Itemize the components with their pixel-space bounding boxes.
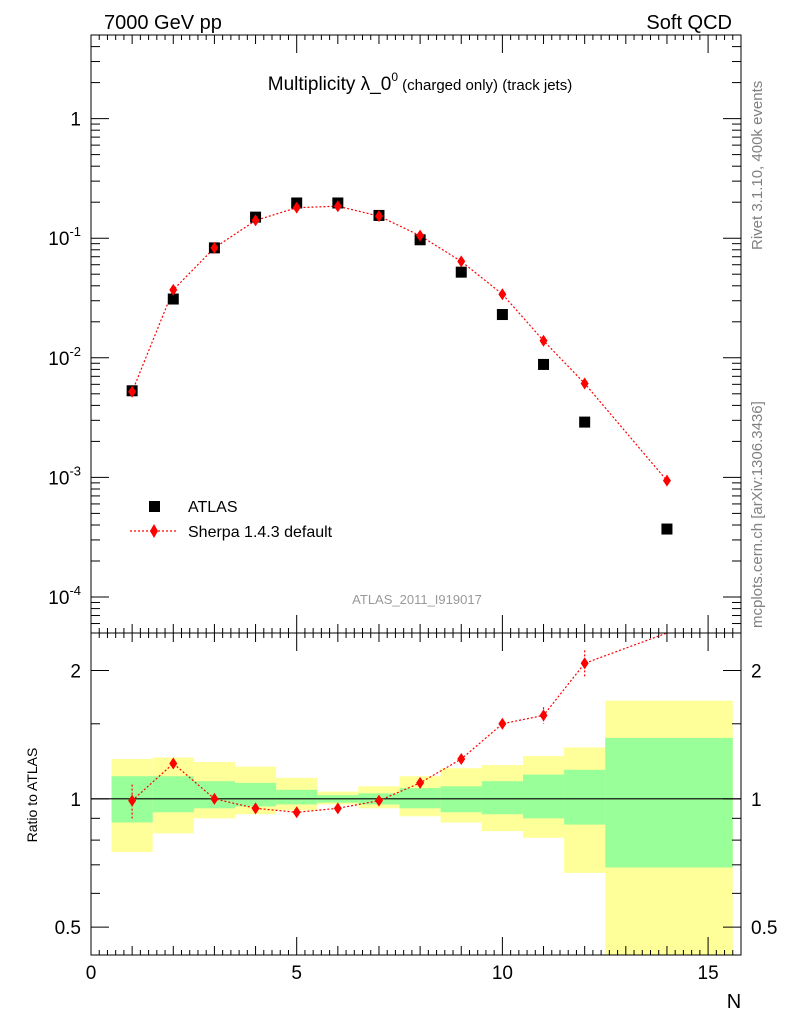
legend: ATLAS Sherpa 1.4.3 default xyxy=(130,499,333,541)
main-y-tick-exponent: -2 xyxy=(69,344,81,359)
main-y-tick-label: 10-3 xyxy=(48,463,81,489)
main-y-tick-base: 10 xyxy=(48,229,69,250)
main-y-tick-base: 10 xyxy=(48,588,69,609)
ratio-inner-uncertainty-band xyxy=(276,789,318,805)
main-y-tick-exponent: -1 xyxy=(69,224,81,239)
ratio-sherpa-point xyxy=(416,776,425,789)
x-tick-label: 0 xyxy=(86,963,97,984)
ratio-sherpa-point xyxy=(128,794,137,807)
ratio-y-tick-label-right: 1 xyxy=(751,790,762,811)
header-process-label: Soft QCD xyxy=(646,12,732,34)
sherpa-data-point xyxy=(251,214,260,227)
ratio-inner-uncertainty-band xyxy=(522,774,565,819)
ratio-inner-uncertainty-band xyxy=(399,788,441,809)
main-y-tick-label: 10-2 xyxy=(48,344,81,370)
legend-atlas-label: ATLAS xyxy=(188,499,238,516)
sherpa-data-point xyxy=(457,255,466,268)
plot-title-sup: 0 xyxy=(391,70,398,84)
ratio-sherpa-point xyxy=(292,806,301,819)
atlas-data-point xyxy=(455,266,467,278)
sherpa-data-point xyxy=(374,210,383,223)
main-panel: 10-410-310-210-11 xyxy=(48,34,742,634)
sherpa-data-point xyxy=(128,385,137,398)
ratio-inner-uncertainty-band xyxy=(605,737,733,868)
ratio-sherpa-point xyxy=(374,794,383,807)
header-energy-label: 7000 GeV pp xyxy=(104,12,222,34)
main-y-tick-label: 10-1 xyxy=(48,224,81,250)
sherpa-data-point xyxy=(416,229,425,242)
legend-sherpa-label: Sherpa 1.4.3 default xyxy=(188,524,333,541)
rivet-version-label: Rivet 3.1.10, 400k events xyxy=(749,81,766,250)
ratio-sherpa-point xyxy=(169,757,178,770)
main-y-tick-exponent: -3 xyxy=(69,463,81,478)
atlas-data-point xyxy=(496,309,508,321)
ratio-sherpa-point xyxy=(457,753,466,766)
legend-sherpa-marker xyxy=(150,524,158,538)
ratio-inner-uncertainty-band xyxy=(234,782,277,807)
sherpa-data-point xyxy=(169,283,178,296)
sherpa-data-point xyxy=(333,200,342,213)
sherpa-data-point xyxy=(292,201,301,214)
sherpa-data-point xyxy=(662,474,671,487)
x-tick-label: 10 xyxy=(492,963,513,984)
main-y-tick-base: 1 xyxy=(70,110,81,131)
atlas-data-point xyxy=(167,293,179,305)
plot-title-sub: (charged only) (track jets) xyxy=(398,77,572,94)
main-y-tick-label: 10-4 xyxy=(48,583,81,609)
ratio-panel-frame xyxy=(90,632,742,956)
ratio-sherpa-point xyxy=(539,709,548,722)
main-y-tick-label: 1 xyxy=(70,110,81,131)
sherpa-data-point xyxy=(580,377,589,390)
main-y-tick-base: 10 xyxy=(48,468,69,489)
plot-title-main: Multiplicity λ_0 xyxy=(268,74,392,95)
ratio-inner-uncertainty-band xyxy=(481,781,523,815)
main-y-tick-exponent: -4 xyxy=(69,583,81,598)
ratio-sherpa-point xyxy=(580,657,589,670)
sherpa-data-point xyxy=(498,288,507,301)
legend-atlas-marker xyxy=(149,501,160,512)
ratio-sherpa-point xyxy=(251,802,260,815)
ratio-inner-uncertainty-band xyxy=(152,776,194,813)
main-panel-frame xyxy=(90,34,742,634)
analysis-id-watermark: ATLAS_2011_I919017 xyxy=(352,592,482,607)
x-axis-label: N xyxy=(727,991,741,1013)
atlas-data-point xyxy=(579,416,591,428)
x-tick-label: 15 xyxy=(698,963,719,984)
sherpa-data-point xyxy=(539,334,548,347)
ratio-y-tick-label-left: 0.5 xyxy=(55,918,81,939)
ratio-inner-uncertainty-band xyxy=(564,769,606,825)
sherpa-data-point xyxy=(210,241,219,254)
atlas-data-point xyxy=(661,523,673,535)
ratio-sherpa-point xyxy=(210,792,219,805)
ratio-y-tick-label-left: 2 xyxy=(70,662,81,683)
ratio-panel: 0.5 0.5 1 1 2 2 0 5 10 15 xyxy=(55,632,777,984)
ratio-y-tick-label-left: 1 xyxy=(70,790,81,811)
main-y-tick-base: 10 xyxy=(48,349,69,370)
ratio-sherpa-point xyxy=(498,717,507,730)
mcplots-reference-label: mcplots.cern.ch [arXiv:1306.3436] xyxy=(749,401,766,628)
ratio-y-axis-label: Ratio to ATLAS xyxy=(24,748,40,843)
ratio-sherpa-point xyxy=(333,802,342,815)
x-tick-label: 5 xyxy=(291,963,302,984)
plot-title: Multiplicity λ_00 (charged only) (track … xyxy=(268,70,572,95)
ratio-y-tick-label-right: 2 xyxy=(751,662,762,683)
ratio-y-tick-label-right: 0.5 xyxy=(751,918,777,939)
atlas-data-point xyxy=(538,358,550,370)
